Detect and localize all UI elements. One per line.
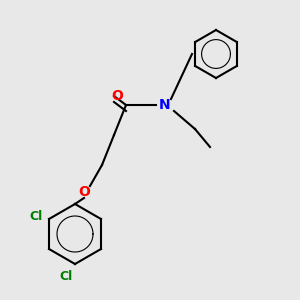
Text: O: O bbox=[78, 185, 90, 199]
Text: O: O bbox=[111, 89, 123, 103]
Text: N: N bbox=[159, 98, 171, 112]
Text: Cl: Cl bbox=[29, 209, 43, 223]
Text: Cl: Cl bbox=[59, 269, 73, 283]
